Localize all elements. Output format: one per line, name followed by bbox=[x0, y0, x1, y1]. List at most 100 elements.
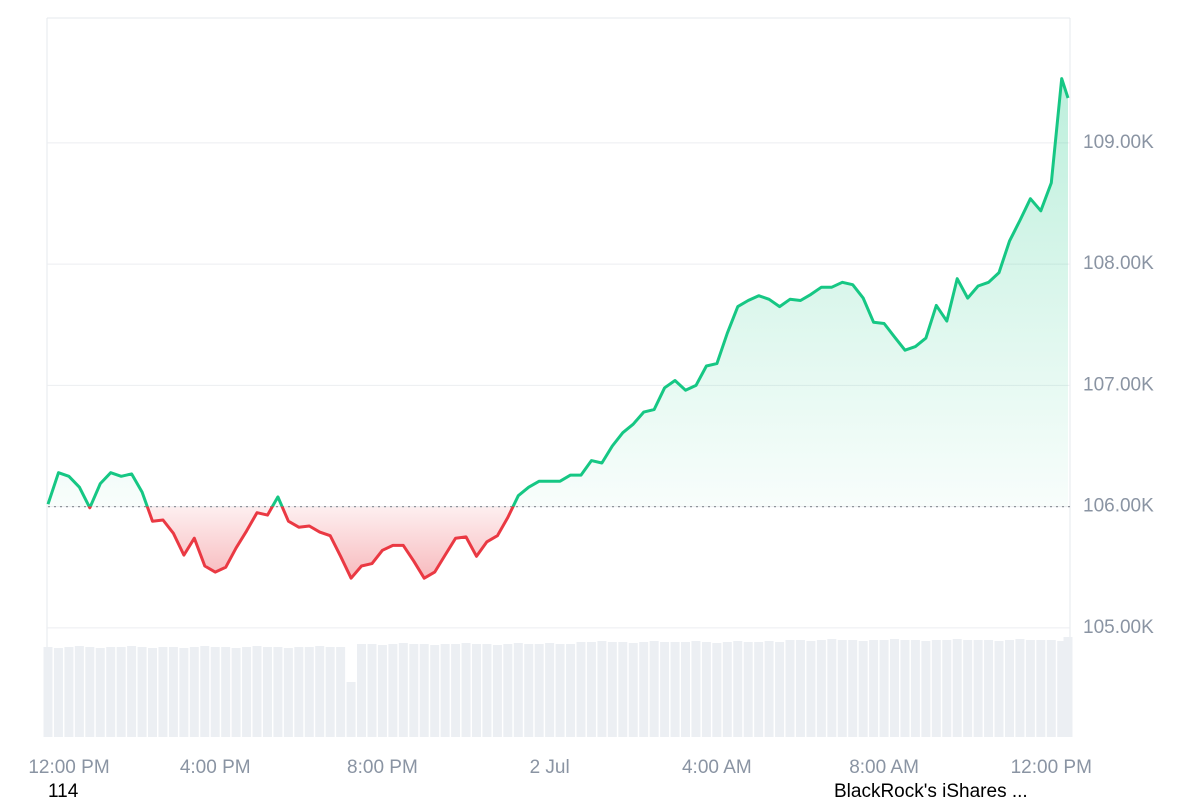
volume-bar bbox=[984, 640, 994, 737]
volume-bar bbox=[733, 641, 743, 737]
y-tick-label: 106.00K bbox=[1083, 496, 1154, 517]
volume-bar bbox=[503, 644, 513, 737]
volume-bar bbox=[409, 644, 419, 737]
volume-bar bbox=[377, 645, 387, 737]
volume-bar bbox=[691, 641, 701, 737]
volume-bar bbox=[848, 640, 858, 737]
volume-bar bbox=[931, 640, 941, 737]
volume-bar bbox=[1004, 640, 1014, 737]
volume-bar bbox=[1025, 640, 1035, 737]
volume-bar bbox=[283, 648, 293, 737]
volume-bar bbox=[576, 642, 586, 737]
x-tick-label: 8:00 AM bbox=[849, 757, 919, 778]
volume-bar bbox=[827, 639, 837, 737]
volume-bar bbox=[357, 644, 367, 737]
volume-bar bbox=[461, 643, 471, 737]
volume-bar bbox=[116, 647, 126, 737]
volume-bar bbox=[179, 648, 189, 737]
volume-bar bbox=[566, 644, 576, 737]
volume-bar bbox=[492, 645, 502, 737]
volume-bar bbox=[618, 642, 628, 737]
volume-bar bbox=[430, 645, 440, 737]
volume-bar bbox=[252, 646, 262, 737]
volume-bar bbox=[837, 640, 847, 737]
volume-bar bbox=[764, 641, 774, 737]
volume-bar bbox=[137, 647, 147, 737]
volume-bar bbox=[639, 642, 649, 737]
volume-bar bbox=[419, 644, 429, 737]
volume-bar bbox=[701, 642, 711, 737]
volume-bar bbox=[743, 642, 753, 737]
volume-bar bbox=[440, 644, 450, 737]
x-tick-label: 2 Jul bbox=[530, 757, 570, 778]
volume-bar bbox=[942, 640, 952, 737]
volume-bar bbox=[994, 641, 1004, 737]
volume-bar bbox=[74, 646, 84, 737]
volume-bar bbox=[127, 646, 137, 737]
volume-bar bbox=[273, 647, 283, 737]
volume-bar bbox=[315, 646, 325, 737]
y-tick-label: 107.00K bbox=[1083, 374, 1154, 395]
volume-bar bbox=[649, 641, 659, 737]
volume-bar bbox=[869, 640, 879, 737]
volume-bar bbox=[336, 647, 346, 737]
volume-bar bbox=[670, 642, 680, 737]
y-tick-label: 105.00K bbox=[1083, 617, 1154, 638]
y-tick-label: 108.00K bbox=[1083, 253, 1154, 274]
volume-bar bbox=[1036, 640, 1046, 737]
volume-bar bbox=[785, 640, 795, 737]
footer-left: 114 bbox=[48, 781, 79, 800]
volume-bar bbox=[158, 647, 168, 737]
volume-bar bbox=[879, 640, 889, 737]
volume-bar bbox=[628, 643, 638, 737]
volume-bar bbox=[513, 643, 523, 737]
volume-bar bbox=[963, 640, 973, 737]
volume-bar bbox=[189, 647, 199, 737]
x-tick-label: 12:00 PM bbox=[1011, 757, 1092, 778]
volume-bar bbox=[168, 647, 178, 737]
volume-bar bbox=[545, 643, 555, 737]
volume-bar bbox=[816, 640, 826, 737]
x-tick-label: 4:00 PM bbox=[180, 757, 251, 778]
volume-bar bbox=[451, 644, 461, 737]
volume-bar bbox=[524, 644, 534, 737]
volume-bar bbox=[1063, 637, 1073, 737]
volume-bar bbox=[795, 640, 805, 737]
x-tick-label: 8:00 PM bbox=[347, 757, 418, 778]
volume-bar bbox=[482, 644, 492, 737]
volume-bar bbox=[325, 647, 335, 737]
volume-bar bbox=[367, 644, 377, 737]
volume-bar bbox=[910, 640, 920, 737]
volume-bar bbox=[722, 642, 732, 737]
volume-bar bbox=[242, 647, 252, 737]
volume-bar bbox=[43, 647, 53, 737]
volume-bar bbox=[231, 648, 241, 737]
volume-bar bbox=[660, 642, 670, 737]
volume-bar bbox=[398, 643, 408, 737]
volume-bar bbox=[534, 644, 544, 737]
volume-bar bbox=[858, 641, 868, 737]
volume-bar bbox=[555, 644, 565, 737]
volume-bar bbox=[712, 643, 722, 737]
volume-bar bbox=[148, 648, 158, 737]
volume-bar bbox=[806, 641, 816, 737]
volume-bar bbox=[53, 648, 63, 737]
volume-bar bbox=[681, 642, 690, 737]
volume-bar bbox=[294, 647, 304, 737]
volume-bar bbox=[471, 644, 481, 737]
volume-bar bbox=[1015, 639, 1025, 737]
volume-bar bbox=[890, 639, 900, 737]
volume-bar bbox=[200, 646, 210, 737]
volume-bar bbox=[1057, 641, 1067, 737]
volume-bar bbox=[106, 647, 116, 737]
volume-bar bbox=[586, 642, 596, 737]
price-line bbox=[46, 77, 1070, 580]
volume-bar bbox=[85, 647, 95, 737]
volume-bar bbox=[754, 642, 764, 737]
volume-bar bbox=[262, 647, 272, 737]
volume-bar bbox=[304, 647, 314, 737]
volume-bar bbox=[952, 639, 962, 737]
price-area bbox=[48, 78, 1068, 579]
